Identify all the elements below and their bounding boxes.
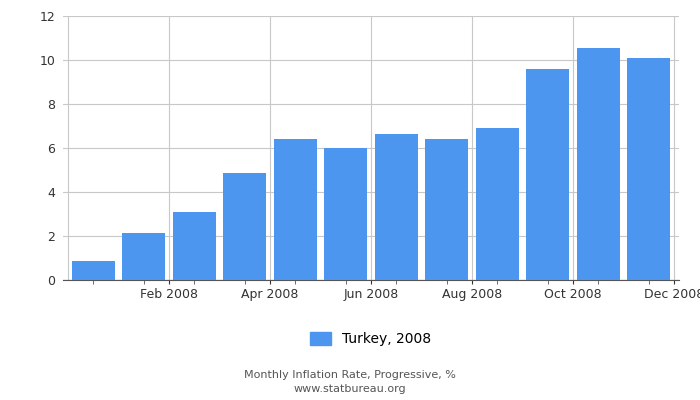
Bar xyxy=(577,48,620,280)
Bar xyxy=(426,139,468,280)
Text: www.statbureau.org: www.statbureau.org xyxy=(294,384,406,394)
Bar xyxy=(476,128,519,280)
Bar xyxy=(374,134,418,280)
Legend: Turkey, 2008: Turkey, 2008 xyxy=(305,326,437,352)
Bar xyxy=(173,212,216,280)
Bar xyxy=(122,233,165,280)
Bar xyxy=(274,139,316,280)
Bar xyxy=(526,69,569,280)
Text: Monthly Inflation Rate, Progressive, %: Monthly Inflation Rate, Progressive, % xyxy=(244,370,456,380)
Bar xyxy=(324,148,368,280)
Bar xyxy=(223,173,266,280)
Bar xyxy=(627,58,670,280)
Bar xyxy=(72,261,115,280)
